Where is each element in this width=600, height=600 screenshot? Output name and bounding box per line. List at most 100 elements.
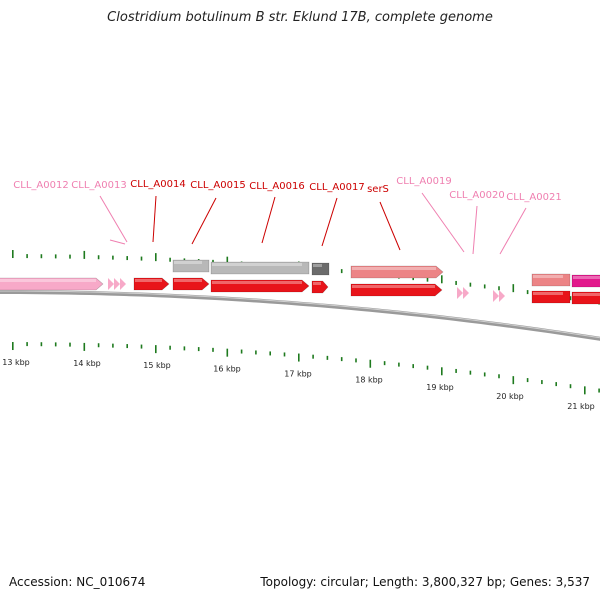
outer-tick <box>512 284 515 293</box>
gene-feature-cll-a0015-shine <box>174 261 202 264</box>
gene-label-sers: serS <box>367 184 389 195</box>
gene-feature-cll-a0015 <box>172 259 210 273</box>
outer-tick <box>498 286 500 291</box>
gene-feature-cll-a0013-chevron <box>114 278 120 290</box>
outer-tick <box>40 254 43 259</box>
inner-tick <box>169 345 171 350</box>
inner-tick <box>455 368 457 373</box>
gene-feature-cll-a0017-shine <box>313 264 322 267</box>
gene-feature-cll-a0021-shine <box>533 275 563 278</box>
outer-tick <box>526 290 529 295</box>
kbp-label: 21 kbp <box>567 402 595 411</box>
leader-line <box>421 192 465 253</box>
gene-feature-cll-a0019-chevron <box>457 287 463 299</box>
inner-tick <box>483 372 486 377</box>
inner-tick <box>83 342 86 351</box>
gene-feature-cll-a0019-chevron <box>463 287 469 299</box>
cds-feature-cll-a0016-shine <box>212 281 302 284</box>
outer-tick <box>569 296 572 301</box>
gene-label-cll_a0015: CLL_A0015 <box>190 180 245 191</box>
inner-tick <box>555 382 557 387</box>
inner-tick <box>512 376 515 385</box>
gene-feature-cll-a0020-chevron <box>493 290 499 302</box>
outer-tick <box>483 284 486 289</box>
gene-label-cll_a0016: CLL_A0016 <box>249 181 304 192</box>
accession-text: Accession: NC_010674 <box>9 575 146 589</box>
leader-line <box>261 196 276 244</box>
gene-feature-sers <box>350 265 444 279</box>
gene-feature-cll-a0021 <box>531 273 571 287</box>
gene-feature-cll-a0012 <box>0 277 104 291</box>
gene-label-cll_a0019: CLL_A0019 <box>396 176 451 187</box>
cds-feature-cll-a0021 <box>531 290 571 304</box>
gene-label-cll_a0020: CLL_A0020 <box>449 190 504 201</box>
inner-tick <box>97 343 100 348</box>
outer-tick <box>455 280 457 285</box>
kbp-label: 13 kbp <box>2 358 30 367</box>
inner-tick <box>226 348 229 357</box>
outer-tick <box>469 282 472 287</box>
inner-tick <box>441 367 443 376</box>
inner-tick <box>69 342 71 347</box>
outer-tick <box>212 259 214 264</box>
cds-feature-next-shine <box>573 293 600 296</box>
cds-feature-next <box>571 291 600 305</box>
leader-line <box>109 239 126 245</box>
cds-feature-sers <box>350 283 443 297</box>
outer-tick <box>226 256 229 265</box>
inner-tick <box>426 365 429 370</box>
inner-tick <box>541 380 543 385</box>
outer-tick <box>169 257 171 262</box>
inner-tick <box>126 344 128 349</box>
outer-tick <box>426 277 429 282</box>
cds-feature-cll-a0014 <box>133 277 170 291</box>
inner-tick <box>398 362 400 367</box>
outer-tick <box>26 254 28 259</box>
kbp-label: 14 kbp <box>73 359 101 368</box>
leader-line <box>472 205 478 255</box>
outer-tick <box>155 253 157 262</box>
genome-summary-text: Topology: circular; Length: 3,800,327 bp… <box>260 575 590 589</box>
gene-feature-cll-a0012-shine <box>0 279 96 282</box>
gene-feature-cll-a0020-chevron <box>499 290 505 302</box>
inner-tick <box>197 347 200 352</box>
outer-tick <box>140 256 143 261</box>
inner-tick <box>240 349 243 354</box>
gene-feature-sers-shine <box>352 267 436 270</box>
leader-line <box>499 207 527 255</box>
inner-tick <box>326 355 329 360</box>
gene-label-cll_a0013: CLL_A0013 <box>71 180 126 191</box>
map-title: Clostridium botulinum B str. Eklund 17B,… <box>107 10 493 25</box>
cds-feature-cll-a0015-shine <box>174 279 202 282</box>
gene-label-cll_a0012: CLL_A0012 <box>13 180 68 191</box>
cds-feature-cll-a0021-shine <box>533 292 563 295</box>
inner-tick <box>584 386 586 395</box>
cds-feature-cll-a0016 <box>210 279 310 293</box>
cds-feature-cll-a0017 <box>311 280 329 294</box>
inner-tick <box>283 352 286 357</box>
genome-backbone-highlight <box>0 290 600 339</box>
inner-tick <box>183 346 186 351</box>
inner-tick <box>40 342 43 347</box>
kbp-label: 15 kbp <box>143 361 171 370</box>
kbp-label: 20 kbp <box>496 392 524 401</box>
outer-tick <box>441 275 443 284</box>
cds-feature-cll-a0017-shine <box>313 282 321 285</box>
gene-feature-cll-a0013-chevron <box>108 278 114 290</box>
inner-tick <box>12 342 14 351</box>
gene-label-cll_a0014: CLL_A0014 <box>130 179 185 190</box>
inner-tick <box>212 347 214 352</box>
inner-tick <box>355 358 357 363</box>
gene-feature-next <box>571 274 600 288</box>
inner-tick <box>312 354 314 359</box>
outer-tick <box>12 250 14 259</box>
leader-line <box>152 195 157 243</box>
inner-tick <box>340 357 343 362</box>
inner-tick <box>155 345 157 354</box>
outer-tick <box>126 256 128 261</box>
outer-tick <box>340 269 343 274</box>
gene-feature-cll-a0016 <box>210 261 310 275</box>
cds-feature-cll-a0014-shine <box>135 279 162 282</box>
inner-tick <box>498 374 500 379</box>
